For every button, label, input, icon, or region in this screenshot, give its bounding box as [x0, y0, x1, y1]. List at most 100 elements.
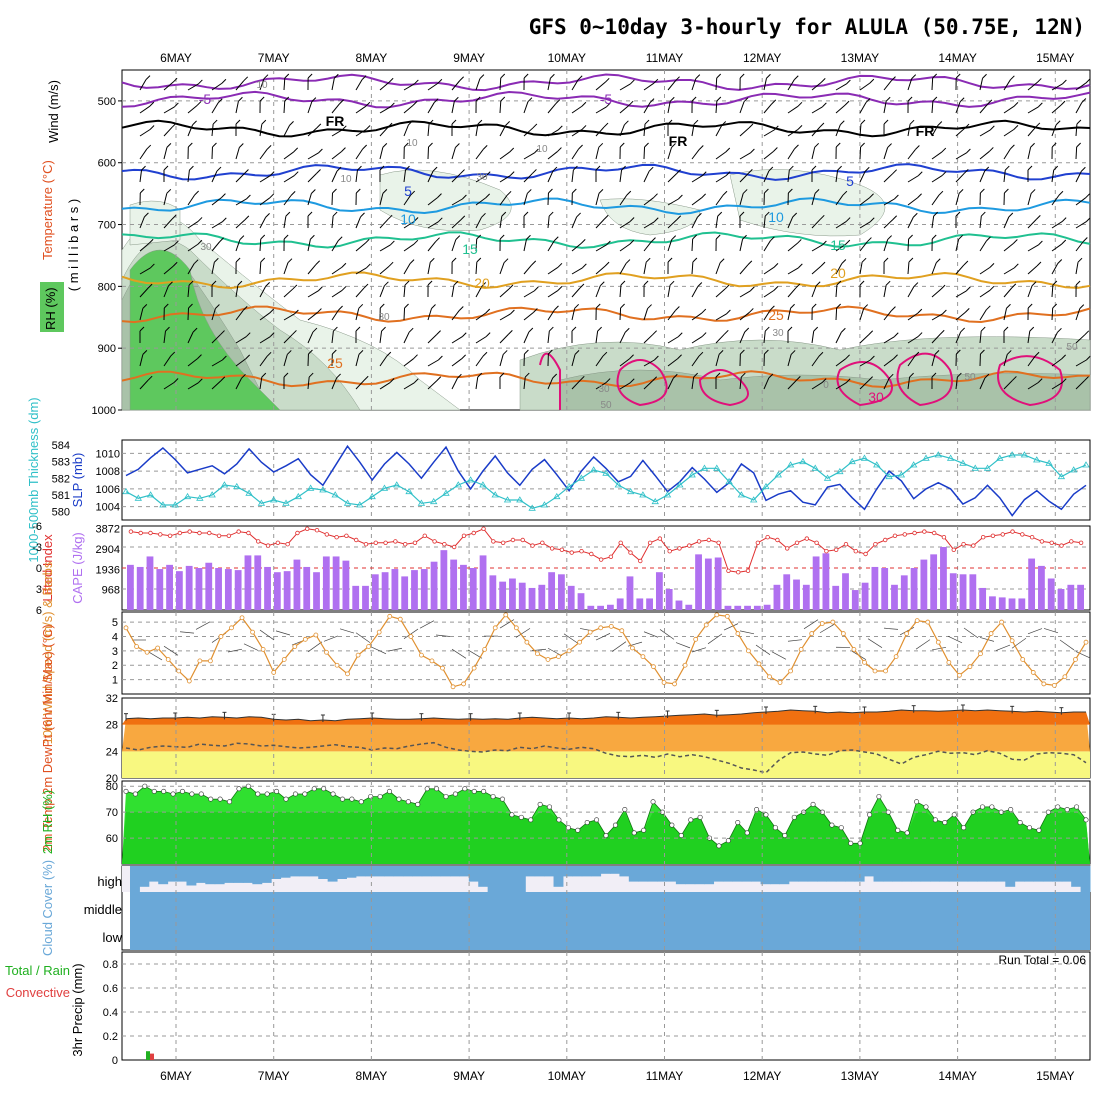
- millibars-label: ( m i l l i b a r s ): [66, 199, 81, 291]
- thickness-marker: [491, 491, 499, 498]
- wind-barb: [259, 286, 267, 298]
- wind-barb: [883, 239, 889, 252]
- wind-barb-flag: [432, 166, 438, 172]
- wind-barb: [523, 101, 529, 114]
- wind-barb-flag: [174, 102, 179, 108]
- lifted-tick: 3: [36, 584, 42, 596]
- contour-label: -5: [199, 91, 212, 107]
- wind-barb: [787, 148, 795, 160]
- wind-barb: [139, 354, 144, 367]
- wind-barb-flag: [554, 305, 559, 311]
- wind-barb-flag: [669, 280, 675, 286]
- lifted-index-marker: [1078, 540, 1084, 545]
- wind-barb-flag: [932, 96, 938, 102]
- wind-barb: [619, 83, 631, 91]
- wind-barb-flag: [980, 326, 986, 332]
- cape-tick: 2904: [96, 544, 120, 556]
- wind-barb: [499, 195, 508, 206]
- wind-barb: [331, 170, 338, 183]
- rh-2m-marker: [1036, 827, 1042, 833]
- wind-barb-flag: [429, 257, 435, 263]
- thickness-marker: [196, 494, 204, 501]
- wind-barb: [907, 336, 919, 344]
- wind-barb-flag: [146, 144, 152, 150]
- wind-barb: [955, 290, 967, 298]
- wind-barb: [547, 103, 557, 114]
- wind-barb: [475, 312, 487, 321]
- wind-barb: [619, 243, 631, 252]
- wind-speed-marker: [397, 616, 403, 622]
- wind-barb: [331, 129, 343, 137]
- wind-speed-marker: [1041, 681, 1047, 687]
- wind-barb: [523, 290, 535, 298]
- wind-barb-flag: [644, 142, 649, 148]
- wind-barb-flag: [382, 188, 388, 194]
- cloud-high-column: [798, 866, 809, 882]
- wind-barb: [715, 262, 721, 275]
- wind-barb: [1075, 197, 1086, 206]
- wind-barb-flag: [477, 372, 483, 378]
- wind-speed-marker: [872, 668, 878, 674]
- wind-speed-marker: [619, 628, 625, 634]
- wind-speed-marker: [461, 681, 466, 687]
- wind-barb: [283, 262, 289, 275]
- thickness-marker: [171, 501, 179, 508]
- wind-barb-flag: [1085, 193, 1090, 199]
- wind-barb: [835, 124, 841, 137]
- wind-barb-flag: [739, 73, 745, 79]
- wind-barb: [667, 285, 671, 298]
- thickness-marker: [1082, 461, 1090, 468]
- wind-barb: [1027, 219, 1037, 229]
- wind-barb: [379, 218, 389, 229]
- top-day-label: 10MAY: [548, 51, 586, 65]
- wind-barb-flag: [1006, 350, 1012, 355]
- wind-barb-flag: [1084, 376, 1089, 381]
- wind-barb-flag: [533, 308, 538, 313]
- wind-barb-flag: [770, 305, 775, 311]
- wind-barb-flag: [846, 79, 851, 85]
- wind-barb: [547, 377, 554, 390]
- wind-barb: [1051, 284, 1054, 298]
- wind-barb-flag: [989, 285, 995, 291]
- wind-barb-flag: [1036, 261, 1042, 267]
- rh-2m-marker: [1045, 809, 1051, 815]
- wind-barb-flag: [574, 350, 580, 355]
- wind-barb: [1075, 262, 1079, 275]
- cape-bar: [783, 574, 791, 610]
- lifted-index-marker: [853, 549, 858, 554]
- wind-barb-flag: [835, 142, 841, 148]
- rh-2m-marker: [236, 786, 242, 792]
- wind-barb-flag: [764, 211, 770, 217]
- wind-barb: [475, 124, 479, 137]
- wind-barb: [691, 217, 698, 229]
- cape-bar: [440, 550, 448, 610]
- lifted-tick: 6: [36, 605, 42, 617]
- wind-barb-flag: [331, 349, 337, 355]
- wind-barb-flag: [197, 217, 203, 222]
- thickness-marker: [208, 491, 216, 498]
- wind-barb: [451, 310, 460, 321]
- wind-barb: [931, 288, 942, 298]
- wind-barb-flag: [310, 234, 315, 240]
- wind-barb-flag: [988, 147, 994, 152]
- wind-barb-flag: [485, 171, 491, 177]
- wind-barb-flag: [285, 211, 291, 217]
- wind-barb: [667, 239, 673, 252]
- wind-barb-flag: [212, 142, 217, 148]
- wind-barb: [811, 147, 816, 160]
- rh-2m-marker: [452, 791, 458, 797]
- cape-tick: 1936: [96, 564, 120, 576]
- wind-barb-flag: [885, 280, 891, 286]
- wind-barb: [235, 358, 246, 367]
- lifted-index-marker: [295, 530, 300, 536]
- temp-contour-minus5: [121, 90, 1091, 109]
- wind-barb: [499, 125, 507, 137]
- wind-barb-flag: [1029, 326, 1035, 332]
- thickness-tick: 582: [52, 473, 70, 485]
- wind-barb-flag: [187, 142, 193, 148]
- cape-bar: [528, 587, 536, 610]
- surface-wind-barb: [899, 626, 915, 636]
- wind-barb: [763, 266, 775, 275]
- lifted-index-marker: [873, 542, 878, 547]
